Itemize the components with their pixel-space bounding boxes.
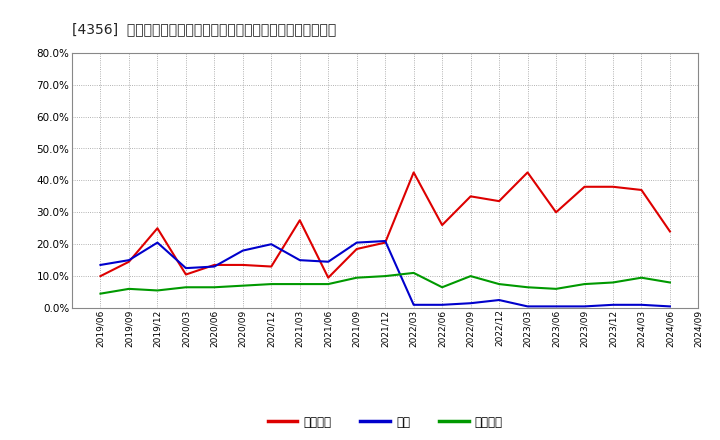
在庫 [665,304,674,309]
在庫 [267,242,276,247]
売上債権 [552,209,560,215]
買入債務 [96,291,105,296]
売上債権 [438,222,446,228]
在庫 [410,302,418,308]
売上債権 [210,262,219,268]
在庫 [637,302,646,308]
売上債権 [238,262,247,268]
在庫 [324,259,333,264]
売上債権 [580,184,589,189]
売上債権 [324,275,333,280]
売上債権 [295,218,304,223]
Line: 在庫: 在庫 [101,241,670,306]
在庫 [238,248,247,253]
在庫 [125,257,133,263]
売上債権 [467,194,475,199]
在庫 [352,240,361,245]
買入債務 [181,285,190,290]
買入債務 [552,286,560,291]
在庫 [608,302,617,308]
売上債権 [495,198,503,204]
買入債務 [608,280,617,285]
売上債権 [637,187,646,193]
Line: 売上債権: 売上債権 [101,172,670,278]
在庫 [210,264,219,269]
買入債務 [210,285,219,290]
売上債権 [352,246,361,252]
売上債権 [96,273,105,279]
売上債権 [523,170,532,175]
売上債権 [153,226,162,231]
買入債務 [438,285,446,290]
買入債務 [410,270,418,275]
在庫 [552,304,560,309]
買入債務 [125,286,133,291]
在庫 [580,304,589,309]
Text: [4356]  売上債権、在庫、買入債務の総資産に対する比率の推移: [4356] 売上債権、在庫、買入債務の総資産に対する比率の推移 [72,22,336,36]
買入債務 [523,285,532,290]
在庫 [153,240,162,245]
買入債務 [267,282,276,287]
買入債務 [381,273,390,279]
在庫 [438,302,446,308]
買入債務 [238,283,247,288]
売上債権 [267,264,276,269]
買入債務 [352,275,361,280]
売上債権 [381,240,390,245]
買入債務 [153,288,162,293]
売上債権 [181,272,190,277]
買入債務 [295,282,304,287]
買入債務 [495,282,503,287]
買入債務 [665,280,674,285]
在庫 [181,265,190,271]
Line: 買入債務: 買入債務 [101,273,670,293]
在庫 [467,301,475,306]
買入債務 [637,275,646,280]
売上債権 [410,170,418,175]
売上債権 [125,259,133,264]
売上債権 [665,229,674,234]
在庫 [495,297,503,303]
売上債権 [608,184,617,189]
買入債務 [324,282,333,287]
在庫 [96,262,105,268]
在庫 [381,238,390,244]
買入債務 [467,273,475,279]
Legend: 売上債権, 在庫, 買入債務: 売上債権, 在庫, 買入債務 [263,411,508,433]
在庫 [295,257,304,263]
買入債務 [580,282,589,287]
在庫 [523,304,532,309]
